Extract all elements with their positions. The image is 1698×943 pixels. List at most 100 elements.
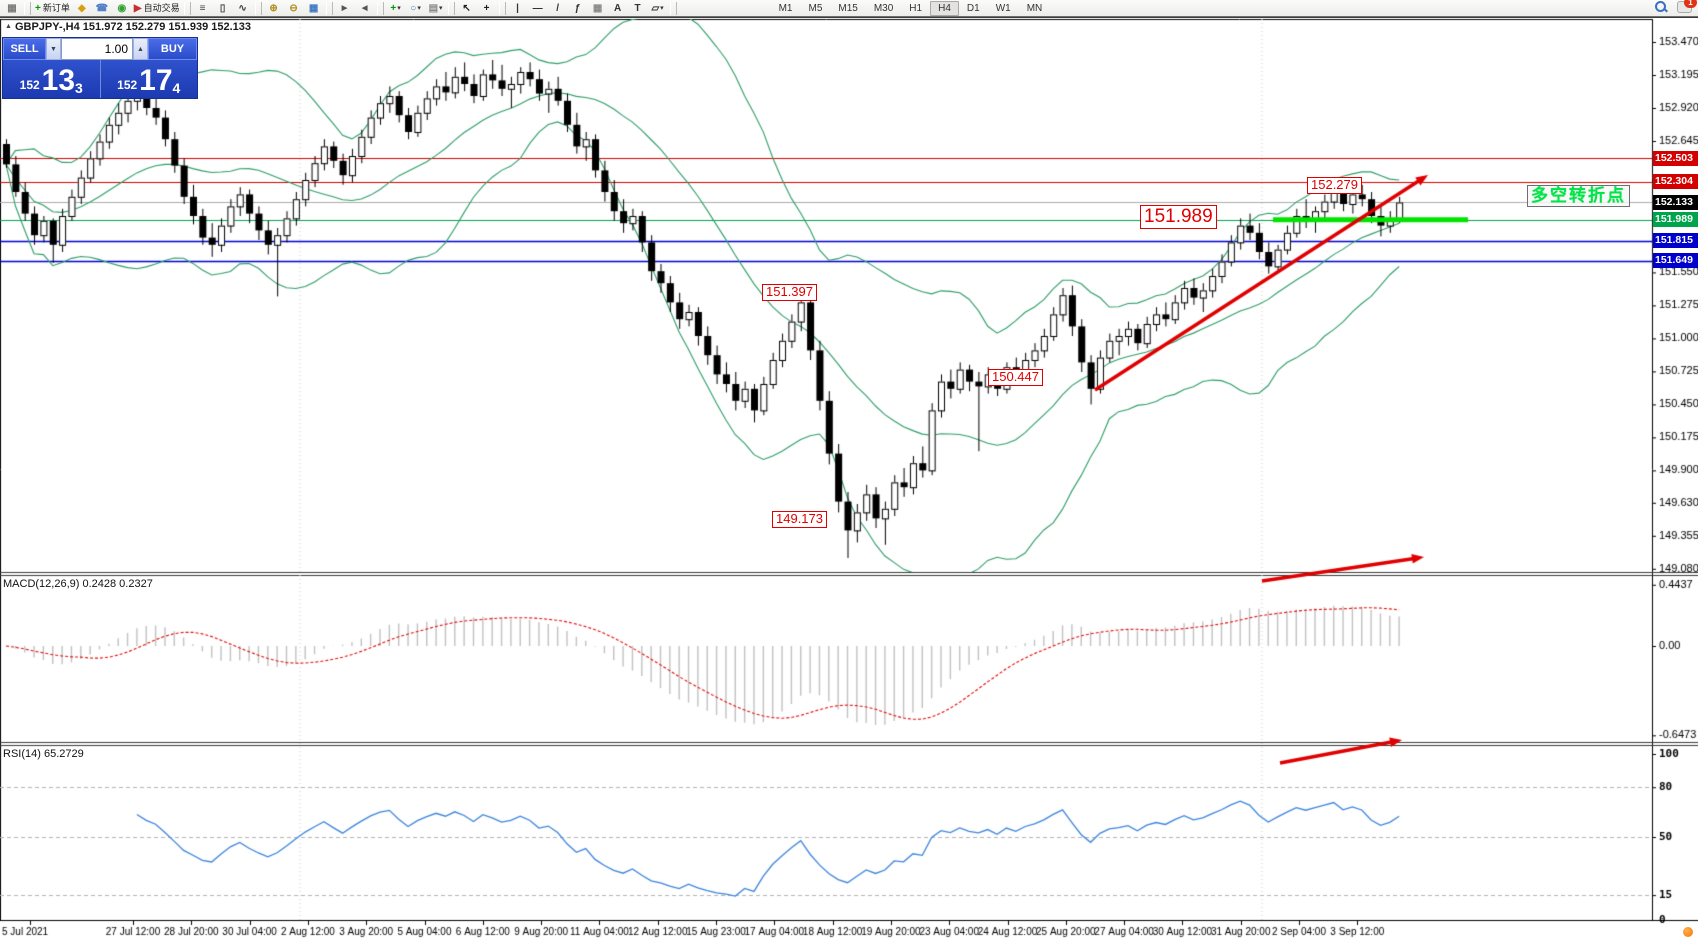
timeframe-d1[interactable]: D1 (966, 2, 980, 14)
lot-size-input[interactable] (61, 38, 133, 60)
notification-badge: 1 (1684, 0, 1697, 8)
chart-marker-icon: ▲ (5, 23, 12, 30)
price-annotation[interactable]: 152.279 (1307, 177, 1362, 194)
timeframe-mn[interactable]: MN (1026, 2, 1043, 14)
toolbar-separator (376, 1, 384, 15)
price-badge: 152.304 (1653, 174, 1698, 190)
signal-button[interactable]: ◉ (112, 0, 132, 17)
chevron-down-icon: ▾ (439, 4, 443, 12)
new-order-icon: + (35, 2, 41, 14)
trendline-icon: / (556, 2, 559, 14)
timeframe-m30[interactable]: M30 (873, 2, 894, 14)
eraser-button[interactable]: ◆ (72, 0, 92, 17)
horizontal-line-button[interactable]: — (528, 0, 548, 17)
line-chart-icon: ∿ (238, 2, 247, 14)
toolbar-separator (669, 1, 677, 15)
vertical-line-icon: | (516, 2, 519, 14)
text-button[interactable]: A (608, 0, 628, 17)
price-badge: 152.503 (1653, 150, 1698, 166)
zoom-out-button[interactable]: ⊖ (284, 0, 304, 17)
macd-indicator-label: MACD(12,26,9) 0.2428 0.2327 (3, 578, 153, 590)
candlestick-button[interactable]: ▯ (213, 0, 233, 17)
grid-icon: ▦ (592, 2, 603, 14)
tile-windows-icon: ▦ (308, 2, 319, 14)
timeframe-m5[interactable]: M5 (808, 2, 823, 14)
timeframe-m1[interactable]: M1 (778, 2, 793, 14)
alert-dot-icon (1683, 927, 1693, 937)
bar-chart-button[interactable]: ≡ (193, 0, 213, 17)
fibonacci-button[interactable]: ƒ (568, 0, 588, 17)
ask-price[interactable]: 152 17 4 (117, 64, 181, 97)
vertical-line-button[interactable]: | (508, 0, 528, 17)
zoom-out-icon: ⊖ (289, 2, 298, 14)
crosshair-button[interactable]: + (477, 0, 497, 17)
turning-point-note[interactable]: 多空转折点 (1527, 185, 1630, 207)
bar-chart-icon: ≡ (199, 2, 206, 14)
indicators-icon: + (390, 2, 397, 14)
autotrading-icon: ▶ (133, 2, 142, 14)
timeframe-group: M1 M5 M15 M30 H1 H4 D1 W1 MN (771, 0, 1051, 16)
price-annotation[interactable]: 151.397 (762, 284, 817, 301)
lot-increase-button[interactable]: ▲ (133, 38, 148, 60)
price-badge: 152.133 (1653, 194, 1698, 210)
chevron-down-icon: ▾ (417, 4, 421, 12)
new-order-button[interactable]: + 新订单 (33, 0, 72, 17)
line-chart-button[interactable]: ∿ (233, 0, 253, 17)
toolbar-separator (254, 1, 262, 15)
trendline-button[interactable]: / (548, 0, 568, 17)
auto-scroll-icon: ► (339, 2, 350, 14)
chart-window-icon: ▦ (7, 2, 17, 14)
main-toolbar: ▦ + 新订单 ◆ ☎ ◉ ▶ 自动交易 ≡ ▯ ∿ ⊕ ⊖ ▦ ► ◄ + ▾ ○ ▾ ▤ ▾ ↖ + | — / ƒ ▦ A T ▱ ▾ M1… (0, 0, 1698, 17)
chevron-down-icon: ▾ (397, 4, 401, 12)
timeframe-m15[interactable]: M15 (838, 2, 858, 14)
lot-decrease-button[interactable]: ▼ (46, 38, 61, 60)
notifications-icon[interactable]: 1 (1677, 0, 1697, 13)
autotrading-button-label: 自动交易 (143, 2, 180, 13)
chevron-down-icon: ▾ (660, 4, 664, 12)
chart-shift-button[interactable]: ◄ (355, 0, 375, 17)
candlestick-icon: ▯ (219, 2, 226, 14)
new-order-button-label: 新订单 (42, 2, 70, 13)
toolbar-separator (447, 1, 455, 15)
voice-call-button[interactable]: ☎ (92, 0, 112, 17)
toolbar-separator (498, 1, 506, 15)
price-badge: 151.989 (1653, 212, 1698, 228)
chart-window-icon[interactable]: ▦ (2, 0, 22, 17)
timeframe-w1[interactable]: W1 (995, 2, 1011, 14)
crosshair-icon: + (483, 2, 490, 14)
timeframe-h1[interactable]: H1 (909, 2, 923, 14)
auto-scroll-button[interactable]: ► (335, 0, 355, 17)
zoom-in-button[interactable]: ⊕ (264, 0, 284, 17)
chart-title: ▲ GBPJPY-,H4 151.972 152.279 151.939 152.… (5, 21, 252, 33)
price-annotation[interactable]: 151.989 (1140, 205, 1217, 229)
toolbar-separator (325, 1, 333, 15)
price-annotation[interactable]: 149.173 (772, 511, 827, 528)
eraser-icon: ◆ (78, 2, 86, 14)
zoom-in-icon: ⊕ (269, 2, 278, 14)
periods-icon: ○ (410, 2, 417, 14)
price-annotation[interactable]: 150.447 (988, 369, 1043, 386)
search-icon[interactable] (1655, 1, 1668, 13)
shapes-icon: ▱ (651, 2, 660, 14)
periods-button[interactable]: ○ ▾ (406, 0, 426, 17)
templates-button[interactable]: ▤ ▾ (426, 0, 446, 17)
horizontal-line-icon: — (532, 2, 543, 14)
text-label-icon: T (634, 2, 641, 14)
chart-shift-icon: ◄ (359, 2, 370, 14)
price-badge: 151.649 (1653, 253, 1698, 269)
cursor-icon: ↖ (462, 2, 471, 14)
shapes-button[interactable]: ▱ ▾ (648, 0, 668, 17)
buy-button[interactable]: BUY (148, 38, 197, 60)
bid-price[interactable]: 152 13 3 (3, 60, 101, 98)
tile-windows-button[interactable]: ▦ (304, 0, 324, 17)
cursor-button[interactable]: ↖ (457, 0, 477, 17)
grid-button[interactable]: ▦ (588, 0, 608, 17)
indicators-button[interactable]: + ▾ (386, 0, 406, 17)
sell-button[interactable]: SELL (3, 38, 46, 60)
timeframe-h4[interactable]: H4 (930, 0, 959, 16)
signal-icon: ◉ (117, 2, 127, 14)
autotrading-button[interactable]: ▶ 自动交易 (132, 0, 182, 17)
text-label-button[interactable]: T (628, 0, 648, 17)
